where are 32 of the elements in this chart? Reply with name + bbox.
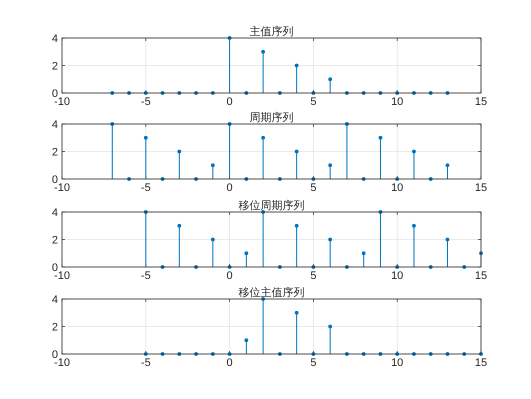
x-tick-label: 15 [474, 96, 488, 108]
y-tick-label: 2 [52, 322, 58, 334]
y-tick-label: 2 [52, 60, 58, 72]
x-tick-label: 5 [310, 182, 316, 194]
x-tick-label: 10 [391, 270, 404, 282]
chart-title: 移位主值序列 [238, 286, 304, 299]
x-tick-label: 5 [310, 357, 316, 369]
x-tick-label: -5 [140, 270, 151, 282]
x-tick-label: 10 [391, 357, 404, 369]
y-tick-label: 4 [52, 207, 58, 219]
x-tick-label: 15 [474, 182, 488, 194]
y-tick-label: 2 [52, 146, 58, 158]
x-tick-label: 15 [474, 270, 488, 282]
x-tick-label: -5 [140, 357, 151, 369]
x-tick-label: 0 [226, 357, 233, 369]
y-tick-label: 2 [52, 234, 58, 246]
x-tick-label: 10 [391, 96, 404, 108]
x-tick-label: 15 [474, 357, 488, 369]
chart-title: 主值序列 [250, 25, 294, 38]
chart-title: 移位周期序列 [238, 199, 304, 212]
x-tick-label: -5 [140, 182, 151, 194]
x-tick-label: 5 [310, 96, 316, 108]
x-tick-label: 0 [226, 182, 233, 194]
y-tick-label: 4 [52, 294, 58, 306]
x-tick-label: 0 [226, 96, 233, 108]
x-tick-label: 5 [310, 270, 316, 282]
x-tick-label: 10 [391, 182, 404, 194]
x-tick-label: -5 [140, 96, 151, 108]
x-tick-label: 0 [226, 270, 233, 282]
y-tick-label: 4 [52, 33, 58, 45]
chart-title: 周期序列 [250, 111, 294, 124]
y-tick-label: 4 [52, 119, 58, 131]
